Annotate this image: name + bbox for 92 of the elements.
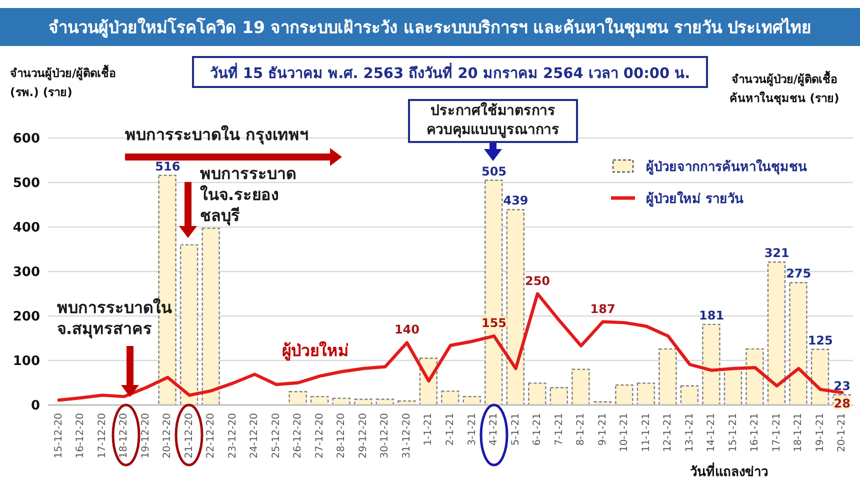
x-tick-label: 4-1-21: [488, 413, 500, 446]
x-tick-label: 13-1-21: [684, 413, 696, 452]
bar: [702, 324, 720, 405]
bar: [441, 390, 460, 405]
y-axis-title: จำนวนผู้ป่วย/ผู้ติดเชื้อ (รพ.) (ราย): [10, 64, 118, 101]
x-tick-label: 23-12-20: [227, 413, 238, 458]
y-tick-label: 0: [30, 398, 40, 414]
bar: [202, 228, 220, 405]
bar: [810, 348, 830, 405]
x-tick-label: 15-1-21: [728, 413, 739, 452]
annotation: ประกาศใช้มาตรการ ควบคุมแบบบูรณาการ: [408, 99, 578, 143]
bar: [462, 396, 481, 405]
data-label: 187: [590, 302, 616, 316]
data-label: 275: [786, 266, 812, 281]
data-label: 125: [808, 333, 833, 348]
x-tick-label: 19-12-20: [140, 413, 152, 458]
x-tick-label: 19-1-21: [814, 413, 826, 452]
chart-subtitle: วันที่ 15 ธันวาคม พ.ศ. 2563 ถึงวันที่ 20 มกราคม 2564 เวลา 00:00 น.: [192, 56, 708, 88]
legend-label: ผู้ป่วยใหม่ รายวัน: [646, 190, 744, 208]
data-label: 23: [834, 378, 850, 393]
data-label: 321: [764, 246, 790, 260]
bar: [398, 400, 416, 405]
bar: [506, 209, 524, 405]
y-tick-label: 200: [12, 310, 40, 325]
x-tick-label: 14-1-21: [706, 413, 718, 452]
x-tick-label: 22-12-20: [206, 413, 217, 458]
x-tick-label: 1-1-21: [423, 413, 434, 446]
bar: [310, 396, 329, 405]
data-label: 181: [699, 308, 724, 322]
bar: [658, 348, 677, 405]
bar: [354, 398, 372, 405]
x-tick-label: 26-12-20: [292, 413, 304, 458]
data-label: 140: [394, 322, 420, 337]
x-tick-label: 7-1-21: [554, 413, 565, 446]
annotation: ผู้ป่วยใหม่: [282, 340, 349, 361]
x-tick-label: 30-12-20: [380, 413, 391, 458]
x-tick-label: 27-12-20: [314, 413, 326, 458]
x-axis-title: วันที่แถลงข่าว: [690, 462, 768, 482]
bar: [680, 385, 699, 405]
x-tick-label: 29-12-20: [358, 413, 369, 458]
x-tick-label: 8-1-21: [576, 413, 587, 446]
bar: [332, 398, 350, 405]
y-tick-label: 400: [12, 220, 40, 236]
annotation: พบการระบาด ในจ.ระยอง ชลบุรี: [200, 163, 296, 226]
bar: [572, 368, 590, 405]
y2-axis-title: จำนวนผู้ป่วย/ผู้ติดเชื้อ ค้นหาในชุมชน (ราย): [728, 70, 840, 108]
x-tick-label: 20-1-21: [836, 413, 848, 452]
bar: [724, 368, 742, 405]
x-tick-label: 25-12-20: [270, 413, 282, 458]
bar: [767, 262, 786, 405]
y-tick-label: 100: [12, 354, 40, 370]
bar: [550, 387, 568, 405]
x-tick-label: 15-12-20: [53, 413, 64, 458]
x-tick-label: 3-1-21: [466, 413, 478, 446]
x-tick-label: 16-12-20: [75, 413, 86, 458]
x-tick-label: 6-1-21: [532, 413, 544, 446]
annotation: พบการระบาดใน จ.สมุทรสาคร: [57, 297, 172, 339]
y-tick-label: 500: [12, 176, 40, 192]
x-tick-label: 31-12-20: [401, 413, 412, 458]
x-tick-label: 9-1-21: [597, 413, 608, 446]
bar: [636, 382, 656, 405]
data-label: 516: [155, 159, 180, 174]
x-tick-label: 10-1-21: [619, 413, 630, 452]
x-tick-label: 18-12-20: [118, 413, 130, 458]
x-tick-label: 20-12-20: [162, 413, 174, 458]
chart-title: จำนวนผู้ป่วยใหม่โรคโควิด 19 จากระบบเฝ้าระวัง และระบบบริการฯ และค้นหาในชุมชน รายวัน ประเทศไทย: [0, 8, 860, 46]
x-tick-label: 2-1-21: [445, 413, 456, 446]
y-tick-label: 300: [12, 265, 40, 280]
x-tick-label: 28-12-20: [336, 413, 348, 458]
bar: [615, 384, 634, 405]
bar: [180, 244, 198, 405]
x-tick-label: 5-1-21: [510, 413, 522, 446]
x-tick-label: 16-1-21: [750, 413, 761, 452]
data-label: 505: [481, 164, 507, 178]
bar: [528, 382, 546, 405]
data-label: 28: [834, 396, 850, 411]
annotation: พบการระบาดใน กรุงเทพฯ: [125, 124, 309, 145]
x-tick-label: 17-12-20: [96, 413, 108, 458]
x-tick-label: 24-12-20: [249, 413, 260, 458]
bar: [746, 348, 764, 405]
bar: [376, 398, 394, 405]
y-tick-label: 600: [12, 132, 40, 147]
x-tick-label: 21-12-20: [184, 413, 195, 458]
bar: [288, 391, 307, 405]
data-label: 439: [503, 194, 528, 208]
x-tick-label: 12-1-21: [662, 413, 674, 452]
bar: [789, 282, 808, 405]
x-tick-label: 17-1-21: [771, 413, 782, 452]
x-tick-label: 18-1-21: [793, 413, 804, 452]
legend-label: ผู้ป่วยจากการค้นหาในชุมชน: [646, 158, 807, 176]
data-label: 250: [524, 274, 550, 288]
x-tick-label: 11-1-21: [640, 413, 652, 452]
